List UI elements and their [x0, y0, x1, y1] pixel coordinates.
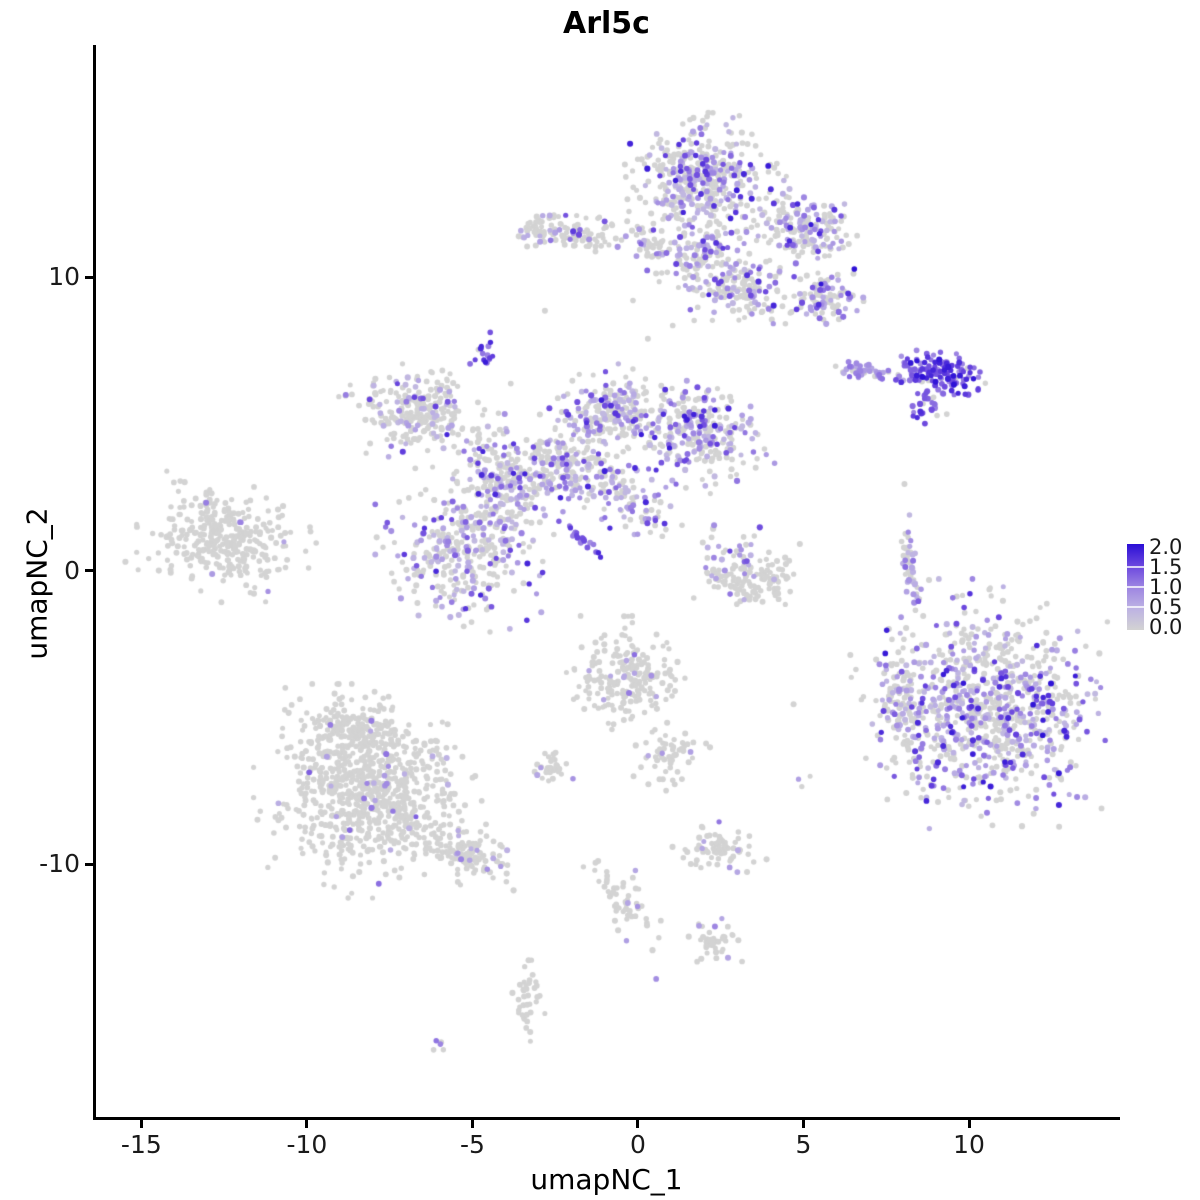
colorbar-tick-mark	[1127, 566, 1144, 568]
y-tick-mark	[85, 862, 93, 866]
x-tick-label: 0	[629, 1130, 646, 1159]
y-tick-mark	[85, 569, 93, 573]
colorbar-tick-label: 2.0	[1149, 535, 1183, 559]
y-axis-line	[93, 45, 96, 1120]
plot-title: Arl5c	[563, 6, 650, 41]
colorbar-tick-mark	[1127, 606, 1144, 608]
x-tick-mark	[967, 1120, 971, 1128]
x-axis-line	[93, 1117, 1120, 1120]
x-tick-label: 10	[953, 1130, 985, 1159]
colorbar-tick-label: 1.5	[1149, 555, 1183, 579]
x-tick-mark	[636, 1120, 640, 1128]
x-tick-label: -10	[286, 1130, 328, 1159]
scatter-plot-canvas	[95, 45, 1118, 1117]
colorbar-tick-label: 0.5	[1149, 595, 1183, 619]
x-tick-mark	[305, 1120, 309, 1128]
y-tick-label: -10	[39, 849, 80, 879]
colorbar-tick-label: 0.0	[1149, 615, 1183, 639]
x-tick-label: 5	[795, 1130, 812, 1159]
colorbar-tick-mark	[1127, 586, 1144, 588]
x-tick-mark	[801, 1120, 805, 1128]
x-tick-label: -5	[459, 1130, 485, 1159]
colorbar-tick-label: 1.0	[1149, 575, 1183, 599]
x-axis-title: umapNC_1	[530, 1163, 683, 1196]
colorbar-legend: 2.0 1.5 1.0 0.5 0.0	[1125, 535, 1200, 639]
y-tick-label: 10	[48, 262, 80, 292]
x-tick-label: -15	[120, 1130, 162, 1159]
x-tick-mark	[139, 1120, 143, 1128]
x-tick-mark	[470, 1120, 474, 1128]
y-tick-label: 0	[64, 555, 80, 585]
y-tick-mark	[85, 275, 93, 279]
